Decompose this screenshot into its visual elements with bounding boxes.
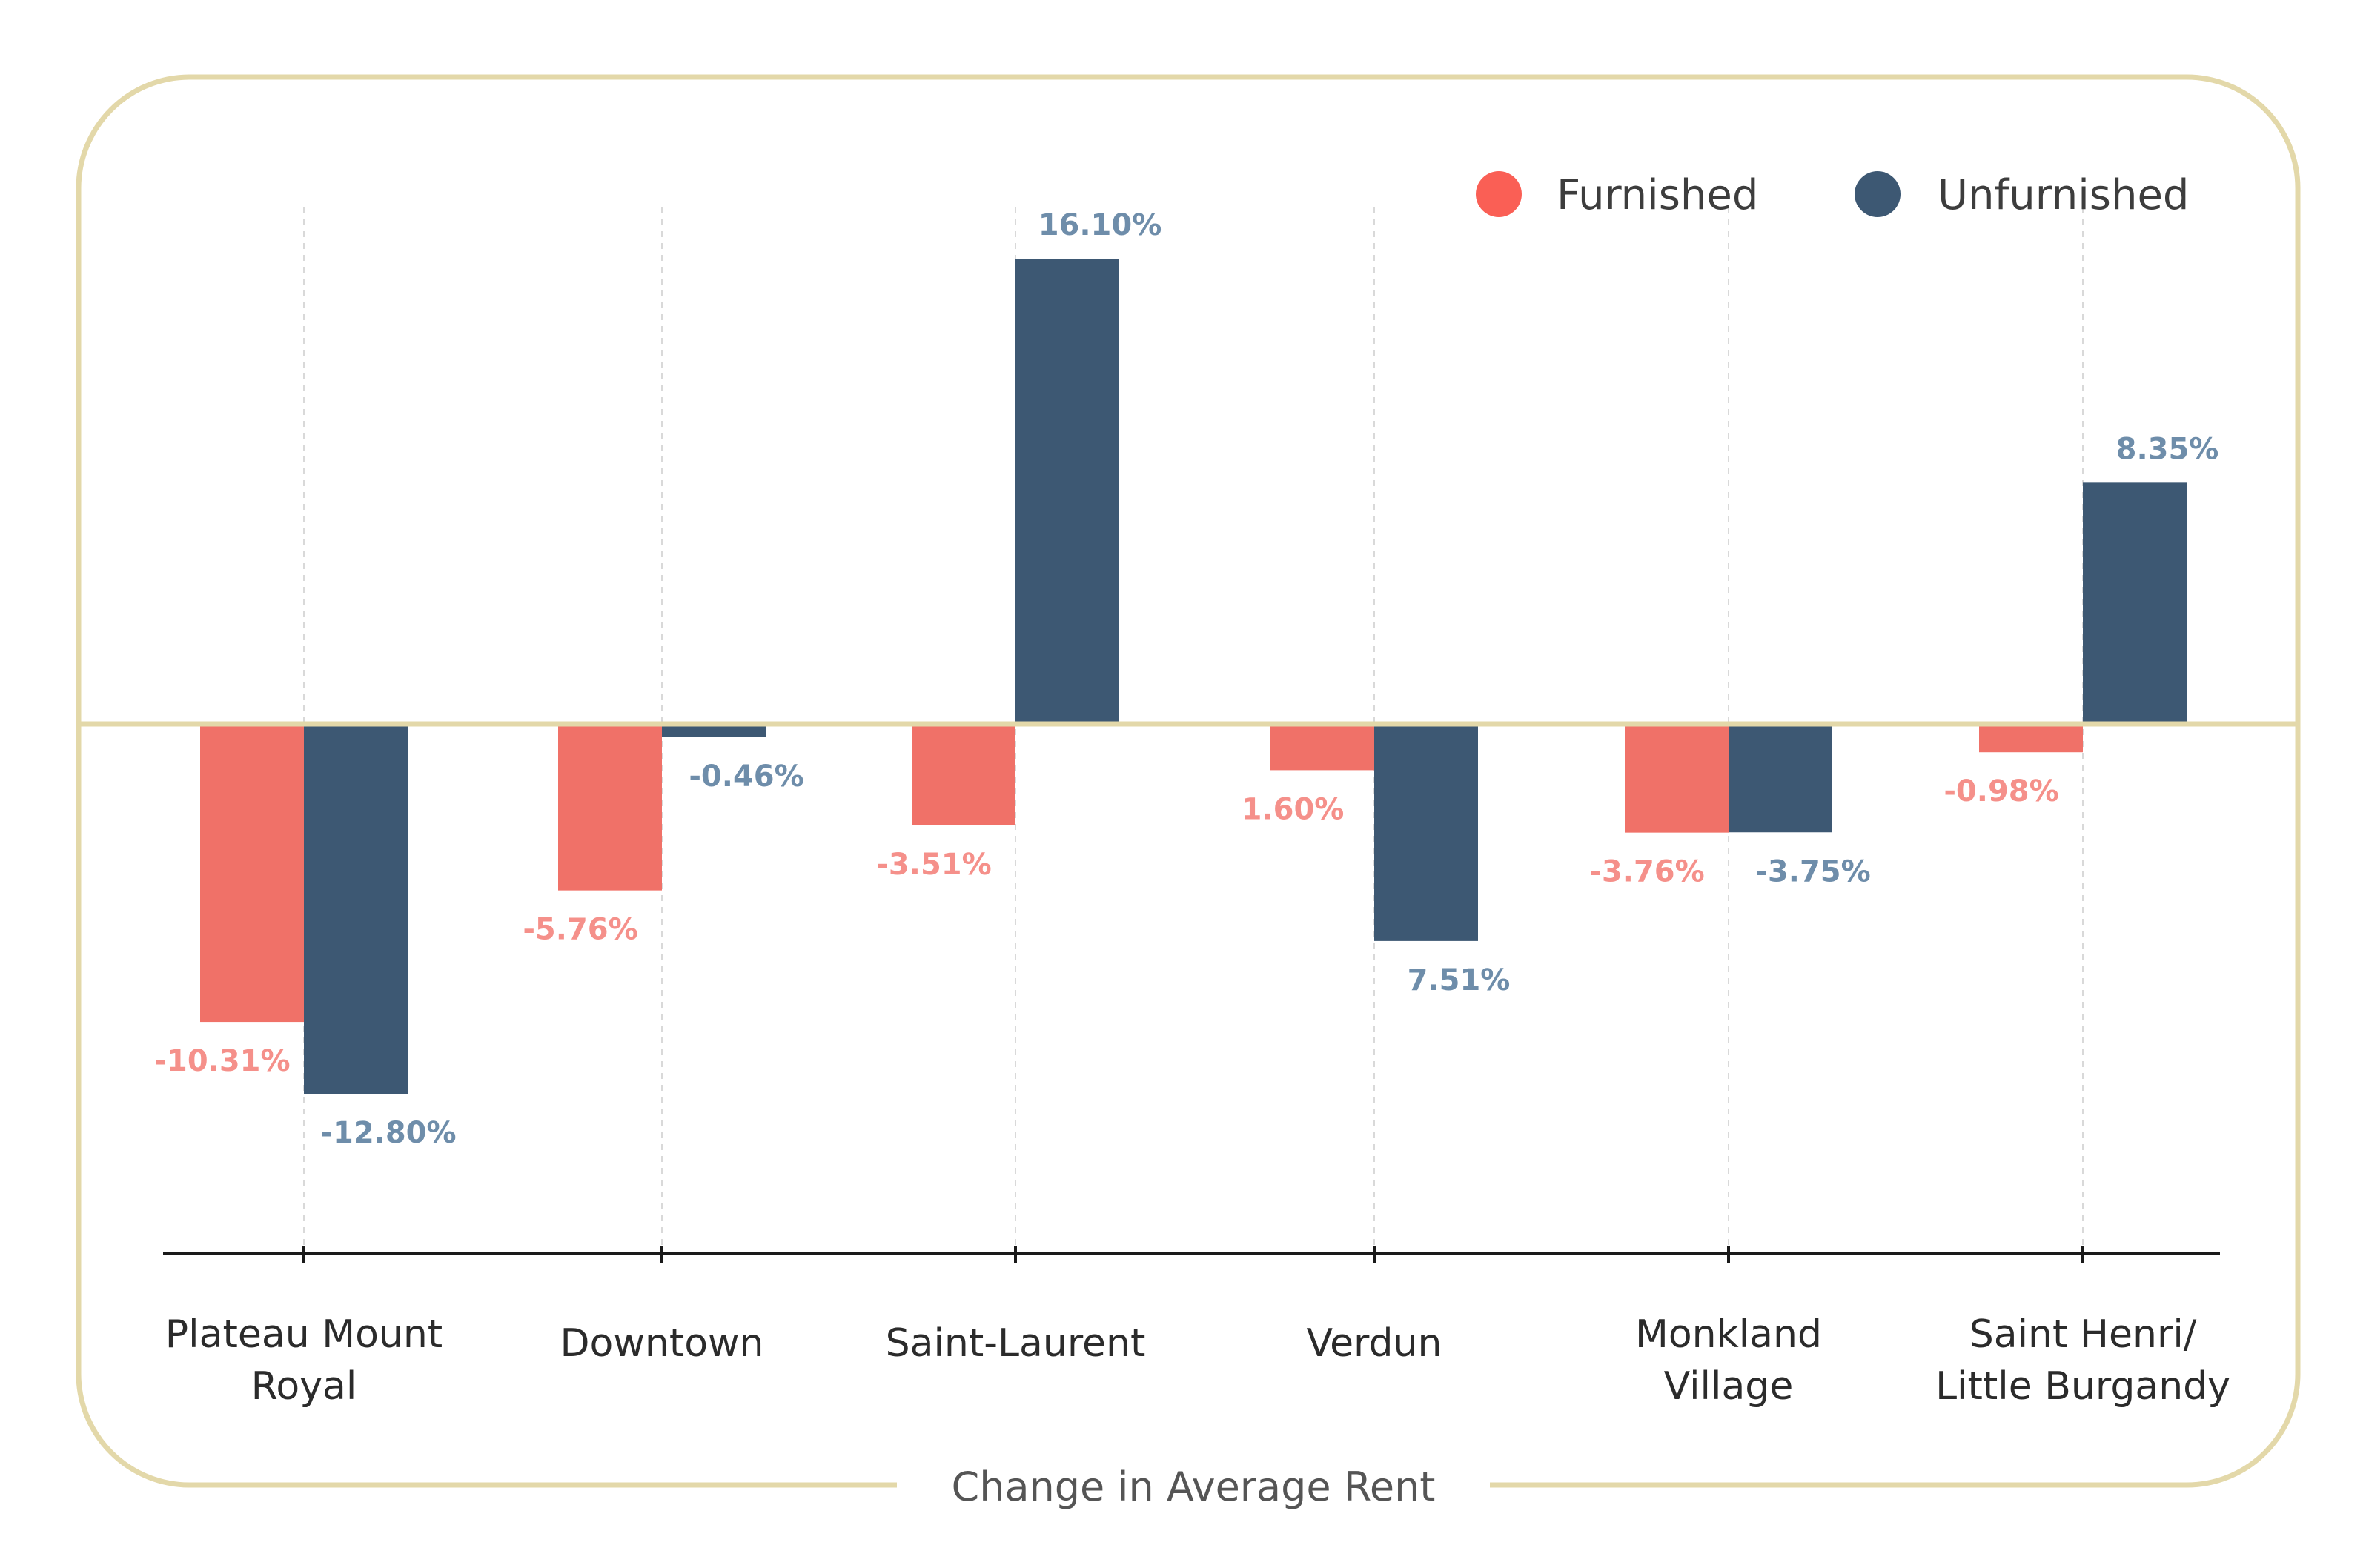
data-label-furnished: -0.98% [1944,774,2058,808]
data-label-unfurnished: -12.80% [320,1116,456,1150]
data-label-unfurnished: 8.35% [2116,432,2219,466]
bar-furnished [1625,724,1729,833]
bar-furnished [1979,724,2083,753]
data-label-unfurnished: 7.51% [1408,963,1511,997]
bar-furnished [558,724,662,891]
data-label-furnished: -5.76% [523,913,637,947]
bar-furnished [912,724,1015,825]
legend-furnished-dot [1476,171,1522,217]
data-labels: -10.31% -12.80% -5.76% -0.46% -3.51% 16.10% 1.… [154,208,2218,1150]
data-label-furnished: -10.31% [154,1044,290,1078]
data-label-unfurnished: -0.46% [689,760,803,794]
data-label-furnished: 1.60% [1242,792,1345,826]
bar-furnished [200,724,304,1023]
bar-unfurnished [1015,259,1119,725]
category-label: Verdun [1307,1321,1442,1366]
bars-layer [200,259,2187,1094]
x-axis-ticks [302,1246,2084,1263]
bar-furnished [1270,724,1374,771]
legend-furnished-label: Furnished [1557,171,1758,219]
bar-unfurnished [2083,482,2187,724]
legend: Furnished Unfurnished [1476,171,2189,219]
chart-title: Change in Average Rent [952,1464,1436,1510]
category-label: Monkland Village [1635,1312,1822,1409]
data-label-unfurnished: -3.75% [1755,854,1870,888]
category-label: Saint Henri/Little Burgandy [1935,1312,2230,1409]
category-label: Downtown [560,1321,763,1366]
category-labels: Plateau Mount Royal Downtown Saint-Laurent V… [165,1312,2230,1409]
title-frame-gap [897,1475,1490,1497]
data-label-furnished: -3.76% [1589,855,1704,889]
legend-unfurnished-label: Unfurnished [1938,171,2189,219]
data-label-unfurnished: 16.10% [1038,208,1162,242]
bar-unfurnished [1729,724,1832,833]
category-label: Saint-Laurent [886,1321,1146,1366]
legend-unfurnished-dot [1855,171,1901,217]
bar-unfurnished [1374,724,1478,941]
bar-unfurnished [662,724,766,737]
category-label: Plateau Mount Royal [165,1312,443,1409]
bar-unfurnished [304,724,408,1094]
data-label-furnished: -3.51% [876,848,991,882]
